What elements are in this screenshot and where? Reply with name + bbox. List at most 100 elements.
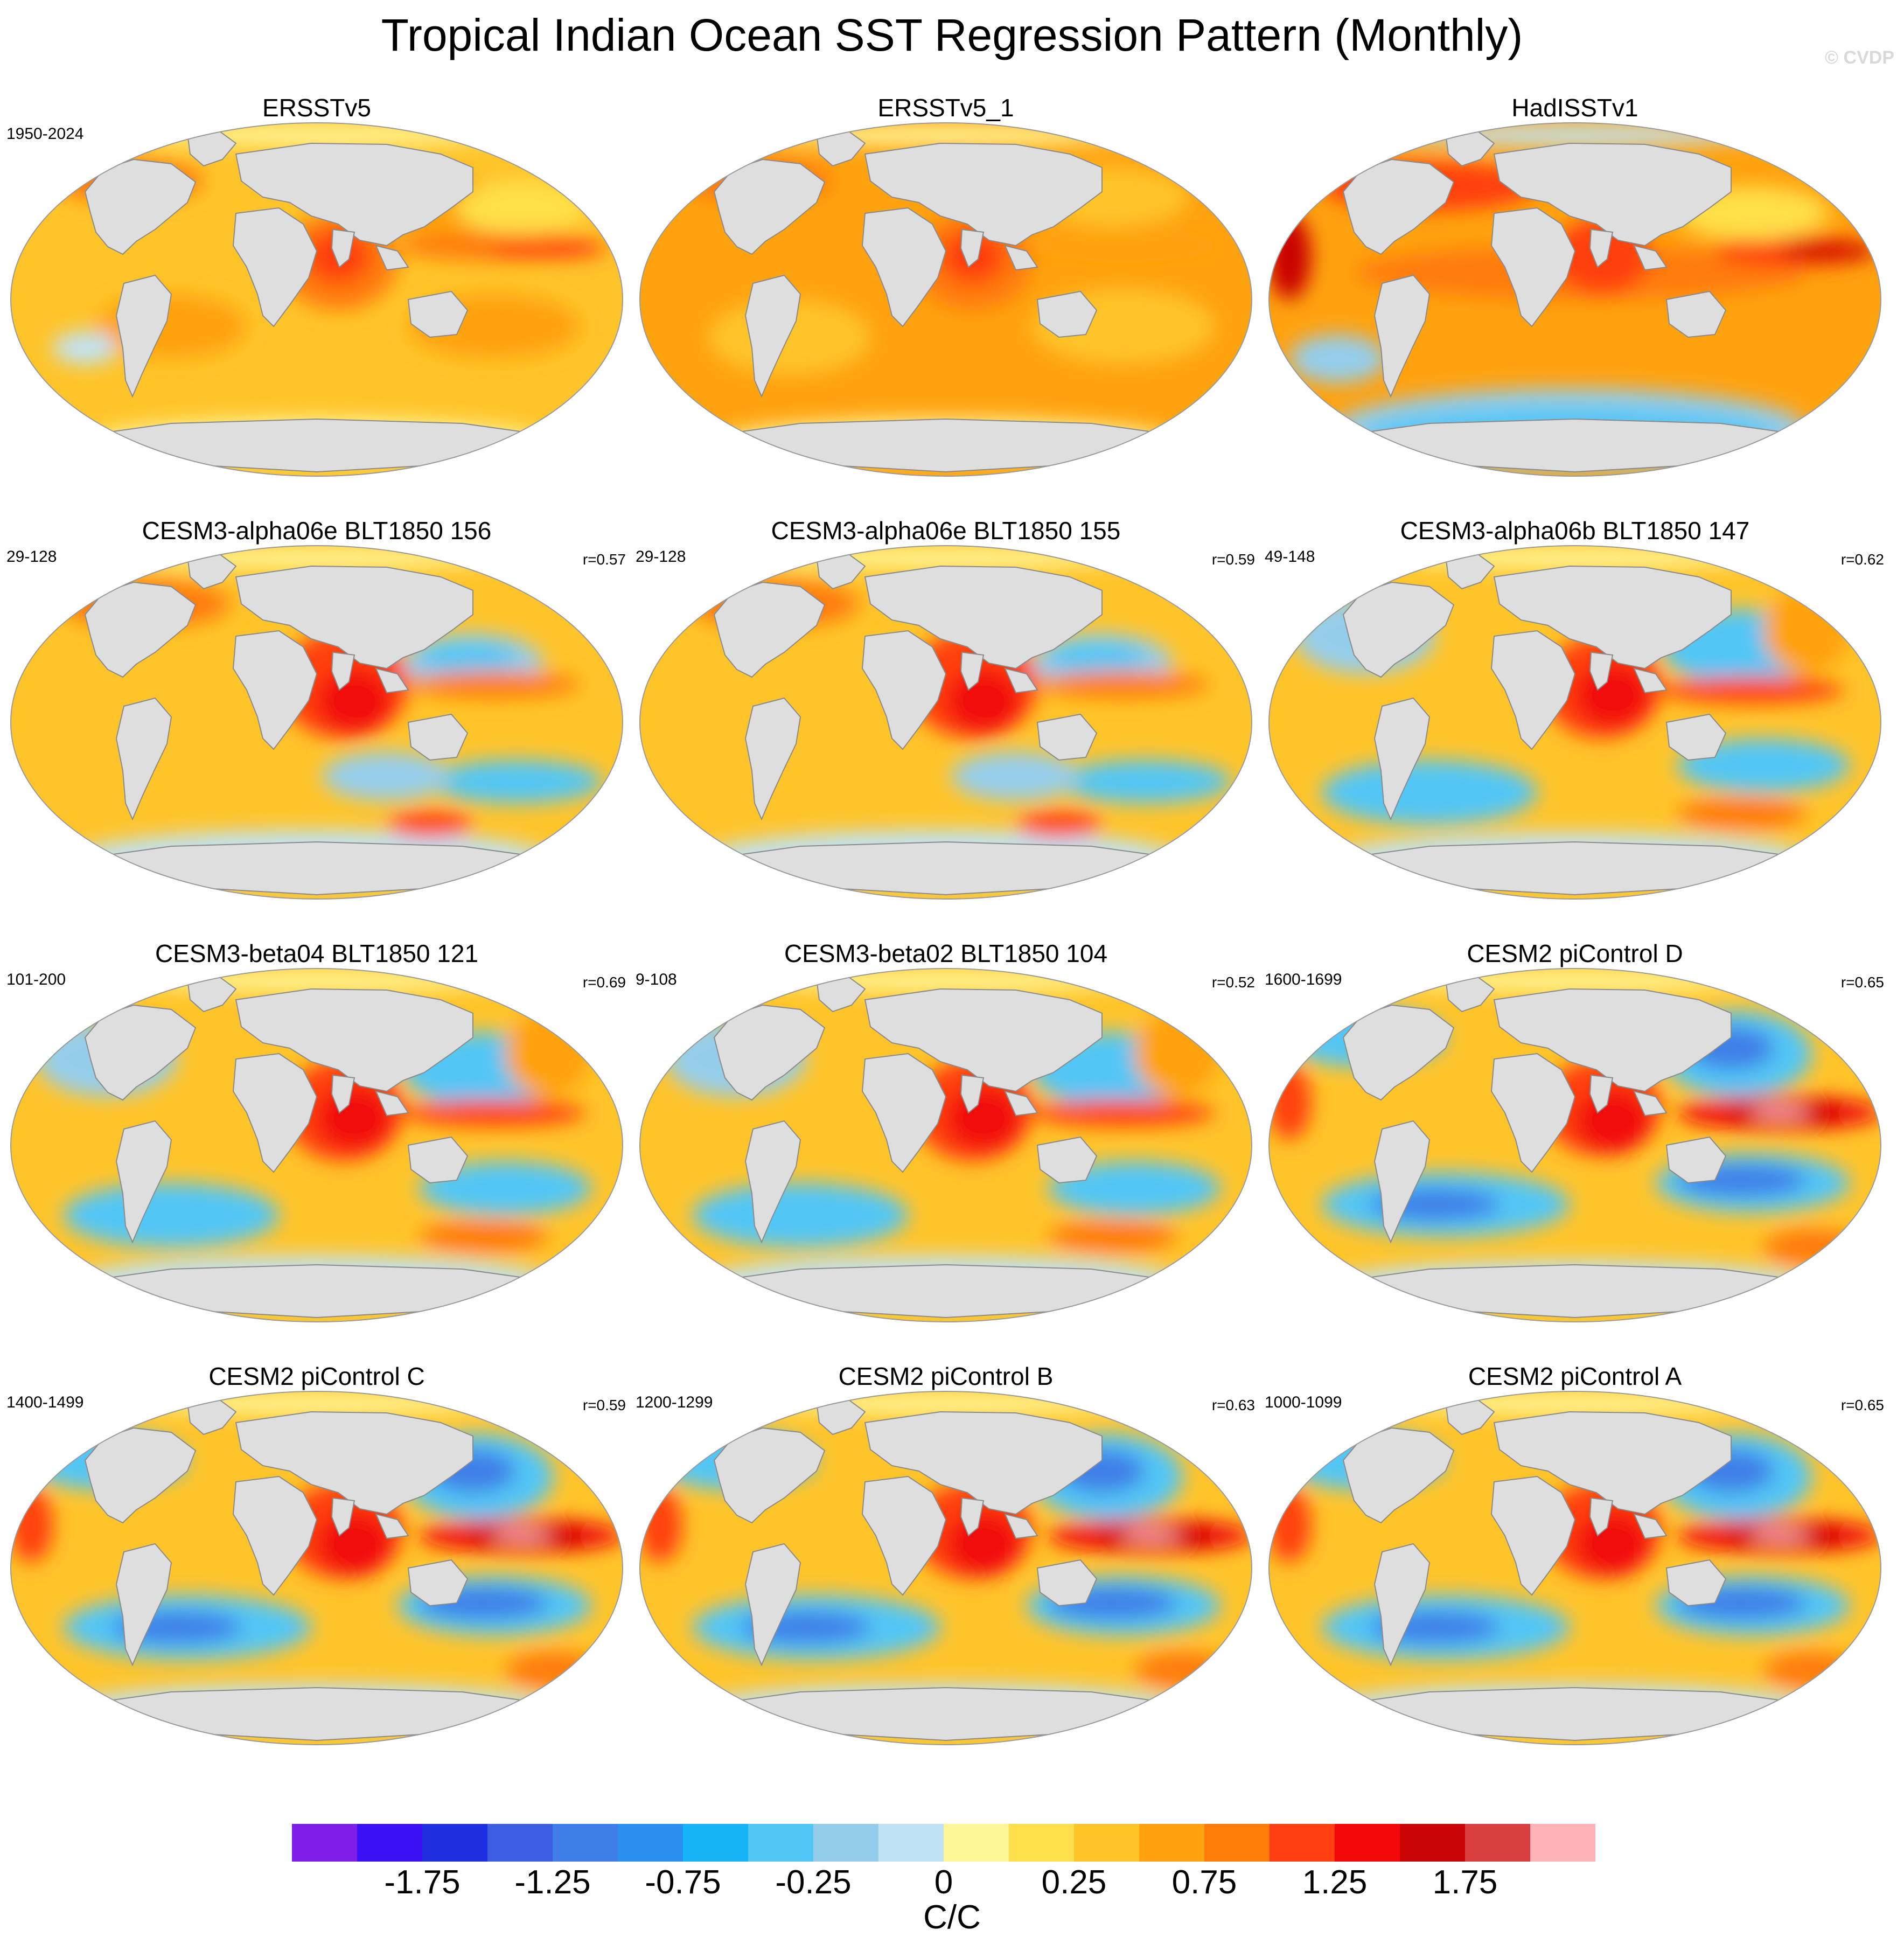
land-antarctica: [72, 1264, 561, 1319]
map-panel: ERSSTv5_1: [633, 92, 1258, 517]
global-map: [10, 545, 624, 900]
map-outline: [10, 1391, 623, 1745]
land-eurasia: [1493, 988, 1732, 1092]
colorbar-swatch: [292, 1824, 357, 1862]
colorbar-swatch: [748, 1824, 813, 1862]
sst-anomaly-region: [1037, 671, 1210, 698]
sst-anomaly-region: [951, 752, 1080, 800]
sst-anomaly-region: [1269, 1487, 1311, 1563]
land-africa: [1490, 630, 1576, 750]
land-africa: [861, 630, 947, 750]
land-antarctica: [701, 418, 1190, 473]
land-africa: [232, 630, 318, 750]
map-outline: [639, 545, 1252, 900]
map-panel: CESM3-beta02 BLT1850 104 9-108 r=0.52: [633, 937, 1258, 1363]
land-northAmerica: [84, 158, 197, 255]
land-seAsia: [1633, 245, 1668, 271]
panel-years: 1200-1299: [636, 1393, 713, 1411]
land-northAmerica: [1342, 158, 1455, 255]
panel-years: 1600-1699: [1265, 971, 1342, 988]
sst-anomaly-region: [693, 1183, 908, 1248]
pattern-correlation: r=0.57: [582, 551, 626, 568]
panel-title: CESM3-alpha06b BLT1850 147: [1400, 517, 1750, 545]
land-northAmerica: [713, 1004, 826, 1101]
pattern-correlation: r=0.62: [1840, 551, 1884, 568]
colorbar-tick-label: -0.75: [645, 1864, 721, 1901]
land-africa: [232, 1475, 318, 1596]
sst-anomaly-region: [1032, 1099, 1215, 1126]
global-map: [10, 122, 624, 477]
pattern-correlation: r=0.59: [1211, 551, 1255, 568]
map-panel: CESM3-alpha06e BLT1850 155 29-128 r=0.59: [633, 514, 1258, 940]
sst-anomaly-region: [640, 1487, 682, 1563]
land-southAmerica: [1373, 697, 1431, 821]
panel-title: CESM3-alpha06e BLT1850 156: [142, 517, 492, 545]
land-seAsia: [1004, 245, 1038, 271]
global-map: [639, 122, 1253, 477]
land-northAmerica: [713, 158, 826, 255]
land-southAmerica: [115, 1120, 172, 1244]
colorbar-tick-label: 0: [934, 1864, 953, 1901]
watermark: © CVDP: [1825, 47, 1894, 68]
land-antarctica: [72, 1687, 561, 1741]
panel-title: CESM3-alpha06e BLT1850 155: [771, 517, 1121, 545]
colorbar: [292, 1824, 1595, 1862]
land-seAsia: [1004, 1513, 1038, 1539]
panel-title: CESM2 piControl C: [208, 1362, 425, 1390]
land-australia: [1036, 290, 1098, 338]
sst-anomaly-region: [1121, 1529, 1180, 1540]
sst-anomaly-region: [1134, 1652, 1231, 1689]
global-map: [1268, 967, 1882, 1323]
map-panel: CESM2 piControl B 1200-1299 r=0.63: [633, 1360, 1258, 1786]
map-panel: CESM3-alpha06e BLT1850 156 29-128 r=0.57: [4, 514, 629, 940]
sst-anomaly-region: [1269, 213, 1311, 299]
colorbar-swatch: [1009, 1824, 1074, 1862]
land-southAmerica: [744, 697, 801, 821]
panel-years: 101-200: [6, 971, 66, 988]
map-outline: [1268, 1391, 1881, 1745]
land-seAsia: [1004, 667, 1038, 694]
land-southAmerica: [744, 274, 801, 398]
land-seAsia: [375, 245, 409, 271]
land-africa: [861, 1475, 947, 1596]
land-eurasia: [1493, 565, 1732, 670]
land-antarctica: [1330, 1687, 1819, 1741]
land-seAsia: [375, 1090, 409, 1117]
sst-anomaly-region: [403, 1099, 586, 1126]
colorbar-swatch: [1530, 1824, 1595, 1862]
colorbar-swatch: [1074, 1824, 1139, 1862]
land-eurasia: [864, 988, 1103, 1092]
global-map: [1268, 545, 1882, 900]
land-southAmerica: [1373, 1120, 1431, 1244]
sst-anomaly-region: [1677, 738, 1850, 792]
land-seAsia: [1633, 667, 1668, 694]
sst-anomaly-region: [505, 1652, 602, 1689]
land-india: [1589, 228, 1614, 268]
panel-years: 1950-2024: [6, 125, 84, 143]
land-eurasia: [1493, 1411, 1732, 1515]
colorbar-tick-label: -1.25: [514, 1864, 591, 1901]
colorbar-swatch: [1139, 1824, 1204, 1862]
sst-anomaly-region: [457, 181, 586, 235]
land-seAsia: [1633, 1090, 1668, 1117]
land-northAmerica: [713, 1427, 826, 1524]
colorbar-swatch: [553, 1824, 618, 1862]
land-africa: [232, 1053, 318, 1173]
panel-title: CESM3-beta04 BLT1850 121: [155, 939, 479, 967]
map-outline: [1268, 122, 1881, 477]
sst-anomaly-region: [1048, 642, 1145, 674]
global-map: [639, 545, 1253, 900]
land-australia: [1665, 290, 1727, 338]
panel-title: ERSSTv5: [262, 94, 371, 122]
global-map: [10, 967, 624, 1323]
sst-anomaly-region: [1048, 1221, 1177, 1253]
land-india: [1589, 1074, 1614, 1114]
land-africa: [232, 207, 318, 328]
land-eurasia: [864, 142, 1103, 247]
land-australia: [1665, 1136, 1727, 1184]
map-outline: [10, 968, 623, 1322]
sst-anomaly-region: [946, 668, 1021, 733]
panel-years: 49-148: [1265, 548, 1315, 566]
pattern-correlation: r=0.69: [582, 974, 626, 991]
panel-title: HadISSTv1: [1511, 94, 1638, 122]
